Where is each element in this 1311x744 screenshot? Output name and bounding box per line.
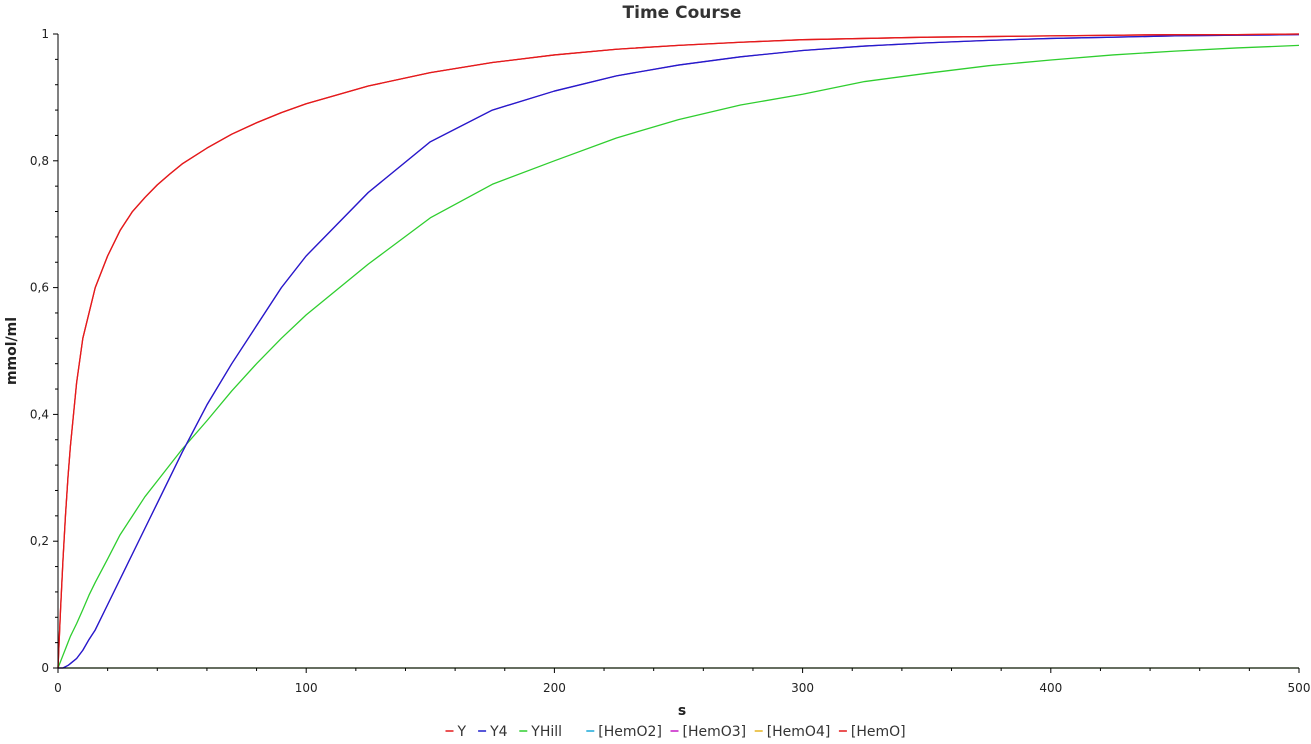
x-tick-label: 200 [543,681,566,695]
legend-item-y: Y [445,724,467,740]
axes: 0 100 200 300 400 500 0 0,2 0,4 0,6 0,8 1 [30,27,1311,695]
y-axis-title: mmol/ml [4,317,20,385]
y-tick-label: 0,4 [30,407,49,421]
x-tick-label: 300 [791,681,814,695]
legend-label: YHill [530,724,562,740]
y-tick-label: 1 [41,27,49,41]
legend-item-hemo2: [HemO2] [586,724,662,740]
series-line-y [57,33,1300,669]
legend-label: [HemO2] [598,724,662,740]
x-tick-label: 500 [1288,681,1311,695]
y-tick-label: 0,8 [30,154,49,168]
x-tick-label: 0 [54,681,62,695]
x-tick-label: 400 [1039,681,1062,695]
legend: Y Y4 YHill [HemO2] [HemO3] [HemO4] [HemO] [445,724,906,740]
legend-item-y4: Y4 [478,724,508,740]
series-line-y4 [58,33,1300,669]
legend-label: Y [457,724,467,740]
x-tick-label: 100 [295,681,318,695]
series-line-hemo3 [58,33,1300,669]
legend-label: [HemO3] [683,724,747,740]
legend-label: Y4 [489,724,508,740]
legend-item-hemo: [HemO] [838,724,906,740]
plot-lines [57,33,1300,669]
legend-label: [HemO] [851,724,906,740]
legend-label: [HemO4] [767,724,831,740]
y-tick-label: 0 [41,661,49,675]
legend-item-hemo3: [HemO3] [670,724,747,740]
series-line-yhill [57,44,1300,669]
legend-item-hemo4: [HemO4] [754,724,831,740]
chart-title: Time Course [623,3,742,23]
legend-item-yhill: YHill [519,724,562,740]
y-tick-label: 0,2 [30,534,49,548]
x-axis-title: s [678,703,686,719]
y-tick-label: 0,6 [30,281,49,295]
